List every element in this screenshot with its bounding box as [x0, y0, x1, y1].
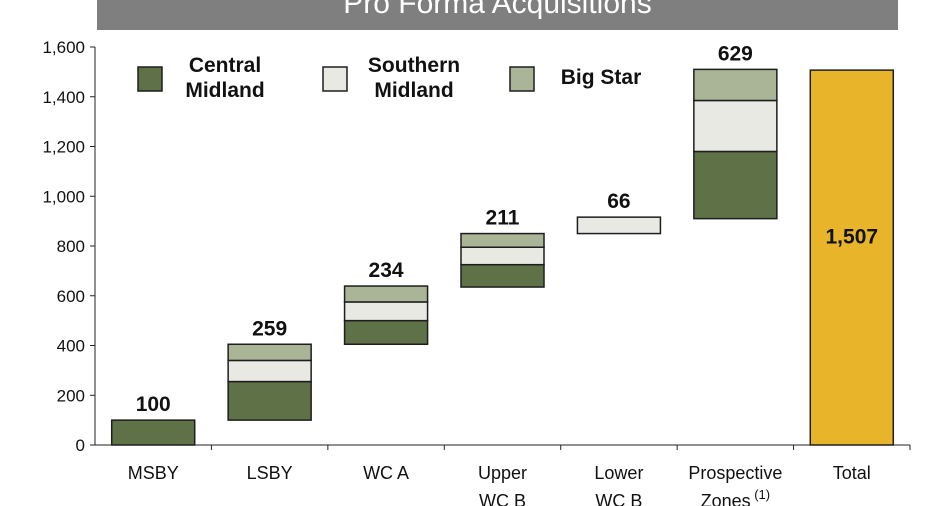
x-tick-label: Prospective Zones (1)	[688, 463, 782, 506]
bar-segment	[227, 359, 312, 383]
bar-segment	[460, 232, 545, 248]
bar-segment	[343, 319, 429, 346]
legend-swatch	[509, 66, 535, 92]
legend-label: Big Star	[561, 66, 642, 89]
y-tick-label: 1,400	[42, 88, 85, 107]
x-tick-label: LSBY	[247, 463, 293, 483]
legend-label: Southern Midland	[368, 54, 460, 102]
total-bar-label: 1,507	[826, 226, 879, 249]
bar-segment	[460, 263, 545, 288]
bar-segment	[693, 99, 778, 153]
y-tick-label: 400	[57, 337, 85, 356]
bar-total-label: 211	[486, 207, 520, 230]
y-tick-label: 1,600	[42, 38, 85, 57]
bar-segment	[110, 419, 196, 446]
bar-segment	[693, 150, 778, 220]
y-tick-label: 0	[76, 436, 85, 455]
total-bar	[809, 69, 895, 446]
bar-segment	[343, 285, 429, 303]
bar-total-label: 100	[136, 393, 171, 416]
bar-segment	[576, 216, 662, 235]
x-tick-label: WC A	[363, 463, 409, 483]
legend-swatch	[322, 66, 348, 92]
bar-total-label: 629	[718, 42, 753, 65]
bar-segment	[460, 246, 545, 266]
y-tick-label: 1,000	[42, 187, 85, 206]
bar-segment	[343, 301, 429, 322]
legend-swatch	[137, 66, 163, 92]
bar-total-label: 234	[369, 259, 404, 282]
x-tick-label: MSBY	[128, 463, 179, 483]
bar-segment	[693, 68, 778, 102]
chart-title: Pro Forma Acquisitions	[97, 0, 898, 30]
bar-segment	[227, 380, 312, 421]
y-tick-label: 1,200	[42, 138, 85, 157]
bar-segment	[227, 343, 312, 362]
x-tick-label: Total	[833, 463, 871, 483]
legend-label: Central Midland	[185, 54, 264, 102]
y-tick-label: 200	[57, 386, 85, 405]
x-tick-label: Upper WC B	[478, 463, 527, 506]
y-tick-label: 600	[57, 287, 85, 306]
x-tick-label: Lower WC B	[594, 463, 643, 506]
y-tick-label: 800	[57, 237, 85, 256]
bar-total-label: 259	[252, 317, 287, 340]
bar-total-label: 66	[607, 190, 630, 213]
